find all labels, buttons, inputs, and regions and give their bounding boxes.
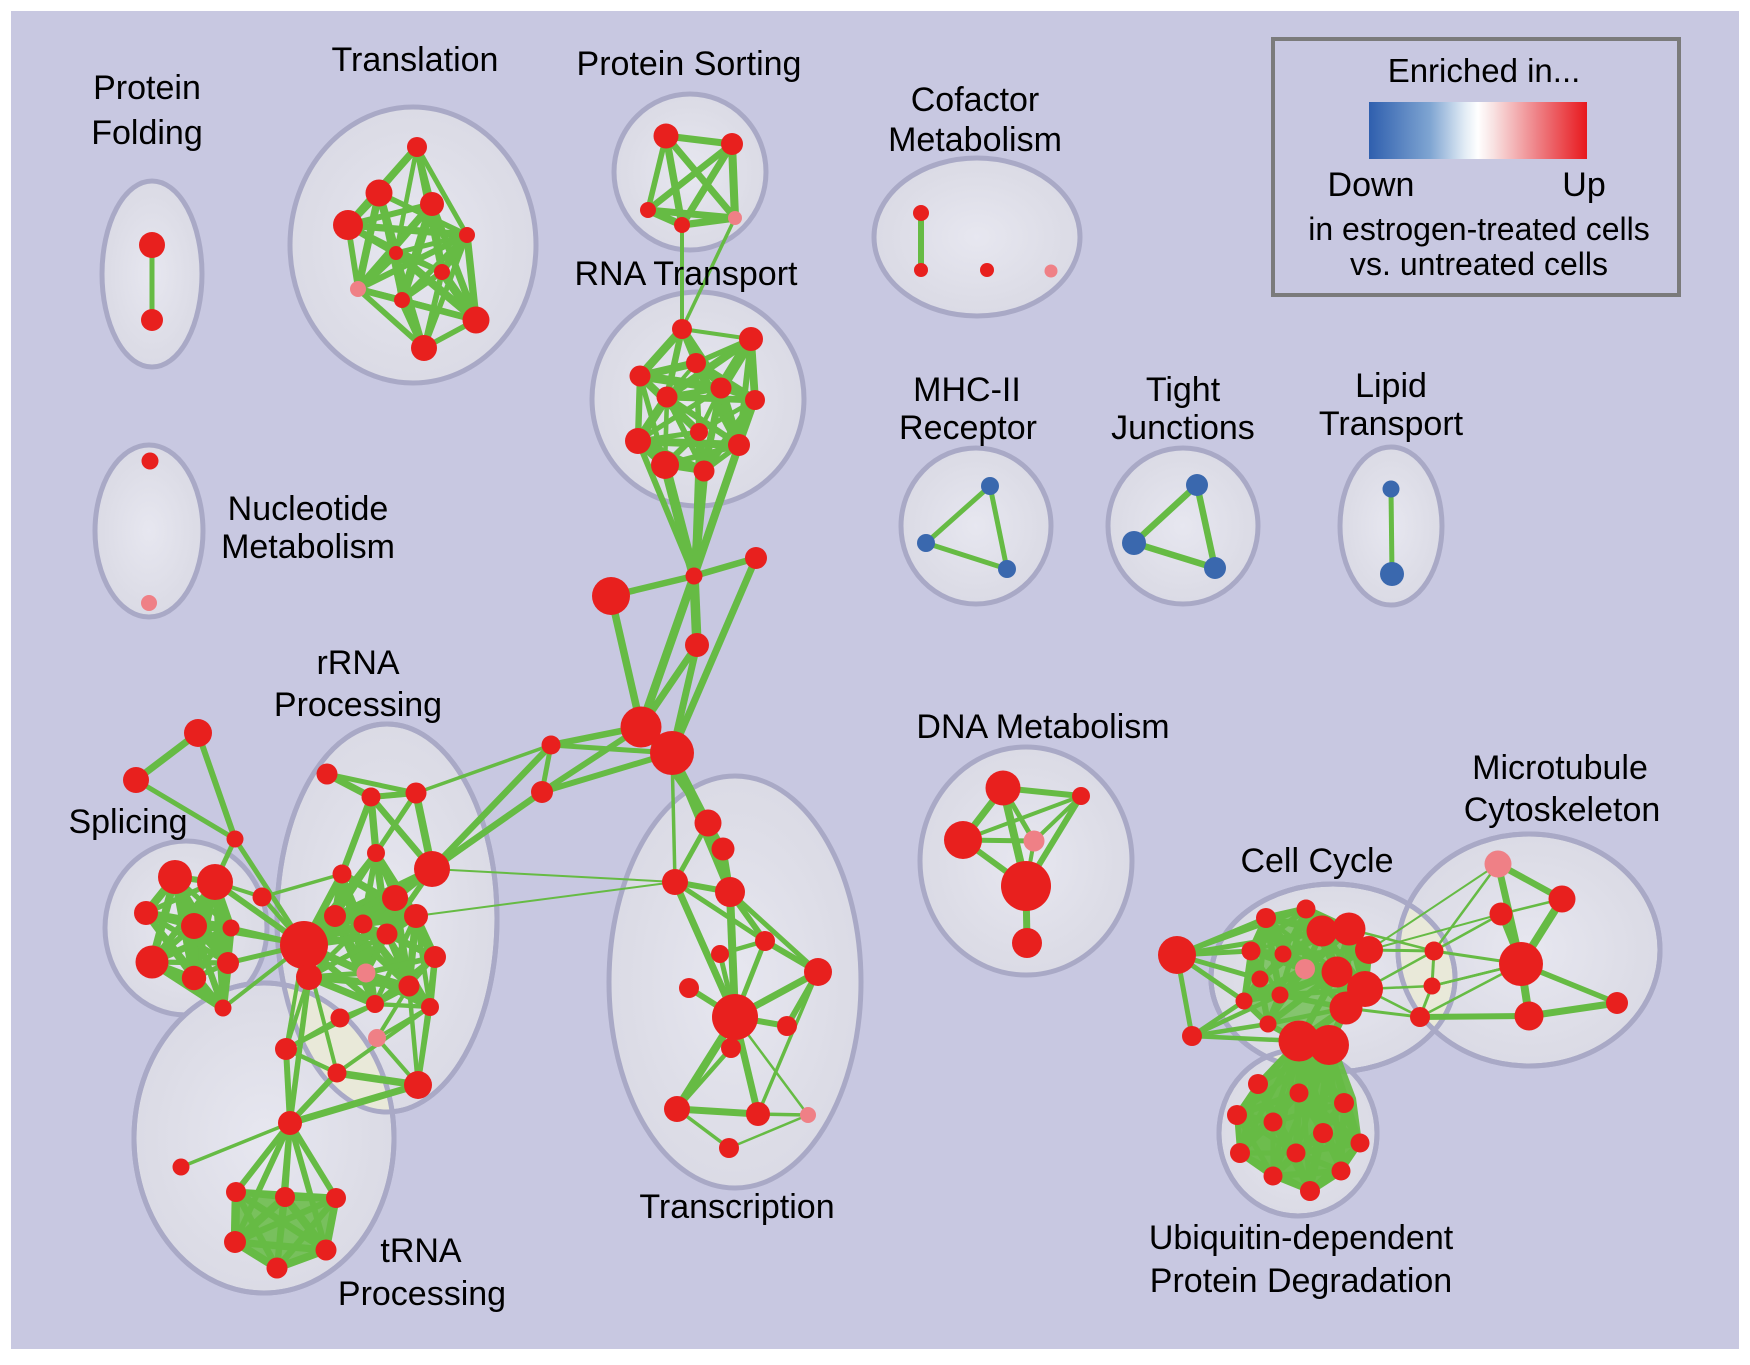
svg-text:Protein Sorting: Protein Sorting	[577, 45, 802, 83]
svg-text:Processing: Processing	[274, 686, 442, 724]
svg-text:Up: Up	[1562, 166, 1605, 204]
svg-text:Receptor: Receptor	[899, 409, 1037, 447]
svg-text:Down: Down	[1328, 166, 1415, 204]
svg-text:Cofactor: Cofactor	[911, 81, 1040, 119]
svg-text:tRNA: tRNA	[380, 1232, 462, 1270]
svg-text:Protein Degradation: Protein Degradation	[1150, 1262, 1452, 1300]
svg-text:vs. untreated cells: vs. untreated cells	[1350, 246, 1608, 282]
svg-text:rRNA: rRNA	[316, 644, 399, 682]
svg-text:in estrogen-treated cells: in estrogen-treated cells	[1308, 211, 1650, 247]
svg-text:Microtubule: Microtubule	[1472, 749, 1648, 787]
svg-text:Tight: Tight	[1146, 371, 1221, 409]
svg-text:Protein: Protein	[93, 69, 201, 107]
svg-text:Lipid: Lipid	[1355, 367, 1427, 405]
svg-text:MHC-II: MHC-II	[913, 371, 1021, 409]
svg-text:Ubiquitin-dependent: Ubiquitin-dependent	[1149, 1219, 1454, 1257]
svg-text:Enriched in...: Enriched in...	[1388, 52, 1581, 89]
svg-text:DNA Metabolism: DNA Metabolism	[916, 708, 1169, 746]
svg-text:Cytoskeleton: Cytoskeleton	[1464, 791, 1661, 829]
svg-text:Metabolism: Metabolism	[221, 528, 395, 566]
svg-text:Nucleotide: Nucleotide	[228, 490, 389, 528]
svg-text:RNA Transport: RNA Transport	[575, 255, 799, 293]
svg-text:Transport: Transport	[1319, 405, 1464, 443]
svg-text:Cell Cycle: Cell Cycle	[1240, 842, 1393, 880]
svg-text:Splicing: Splicing	[68, 803, 187, 841]
svg-text:Metabolism: Metabolism	[888, 121, 1062, 159]
svg-text:Folding: Folding	[91, 114, 203, 152]
svg-text:Translation: Translation	[332, 41, 499, 79]
svg-text:Processing: Processing	[338, 1275, 506, 1313]
svg-text:Junctions: Junctions	[1111, 409, 1255, 447]
svg-text:Transcription: Transcription	[639, 1188, 834, 1226]
